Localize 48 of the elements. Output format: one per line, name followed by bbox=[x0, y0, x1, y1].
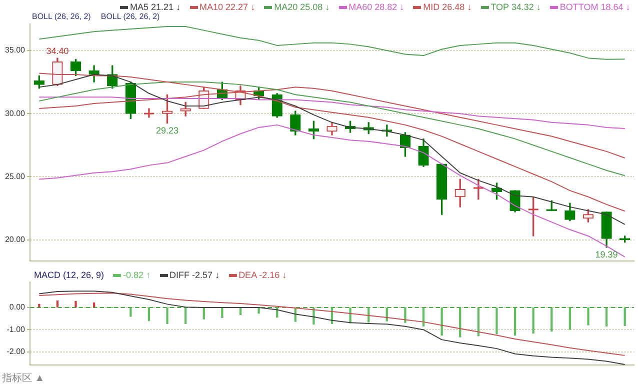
bar bbox=[496, 308, 498, 334]
text: 指标区 ▲ bbox=[2, 372, 45, 384]
legend-label: DEA -2.16 ↓ bbox=[238, 270, 287, 280]
legend-label: MID 26.48 ↓ bbox=[423, 2, 472, 12]
bar bbox=[532, 308, 534, 334]
y-tick-label: 30.00 bbox=[4, 108, 26, 118]
y-tick-label: -1.00 bbox=[6, 324, 26, 334]
bar bbox=[130, 308, 132, 317]
annotation: 29.23 bbox=[156, 125, 179, 136]
legend-label: MA10 22.27 ↓ bbox=[200, 2, 256, 12]
bar bbox=[38, 304, 40, 308]
annotation: 34.40 bbox=[46, 46, 69, 56]
bar bbox=[587, 308, 590, 326]
legend-label: MA20 25.08 ↓ bbox=[274, 2, 330, 12]
y-tick-label: -2.00 bbox=[6, 347, 26, 356]
bar bbox=[202, 308, 205, 320]
chart-title: MACD (12, 26, 9) bbox=[34, 270, 104, 280]
bar bbox=[56, 300, 59, 308]
legend-label: DIFF -2.57 ↓ bbox=[170, 270, 220, 280]
bar bbox=[258, 308, 260, 314]
legend-label: BOTTOM 18.64 ↓ bbox=[560, 2, 630, 12]
bar bbox=[166, 308, 168, 324]
y-tick-label: 0.00 bbox=[9, 302, 26, 312]
bar bbox=[184, 308, 187, 324]
legend-label: MA5 21.21 ↓ bbox=[130, 2, 181, 12]
bar bbox=[148, 308, 150, 322]
text: BOLL (26, 26, 2) bbox=[100, 12, 160, 21]
bar bbox=[404, 308, 406, 323]
bar bbox=[550, 308, 553, 332]
candlestick bbox=[143, 108, 155, 118]
candlestick bbox=[472, 178, 484, 200]
bar bbox=[568, 308, 572, 330]
bar bbox=[74, 300, 77, 308]
bar bbox=[440, 308, 443, 336]
bar bbox=[624, 308, 626, 326]
legend-label: MA60 28.82 ↓ bbox=[348, 2, 404, 12]
y-tick-label: 25.00 bbox=[4, 172, 26, 181]
bar bbox=[514, 308, 516, 336]
text: BOLL (26, 26, 2) bbox=[32, 12, 91, 21]
bar bbox=[92, 302, 96, 308]
bar bbox=[221, 308, 224, 318]
y-tick-label: 35.00 bbox=[4, 46, 26, 55]
annotation: 19.39 bbox=[595, 249, 618, 260]
bar bbox=[459, 308, 462, 338]
legend-label: TOP 34.32 ↓ bbox=[490, 2, 541, 12]
bar bbox=[605, 308, 608, 326]
y-tick-label: 20.00 bbox=[4, 234, 26, 244]
legend-label: -0.82 ↑ bbox=[123, 270, 151, 280]
